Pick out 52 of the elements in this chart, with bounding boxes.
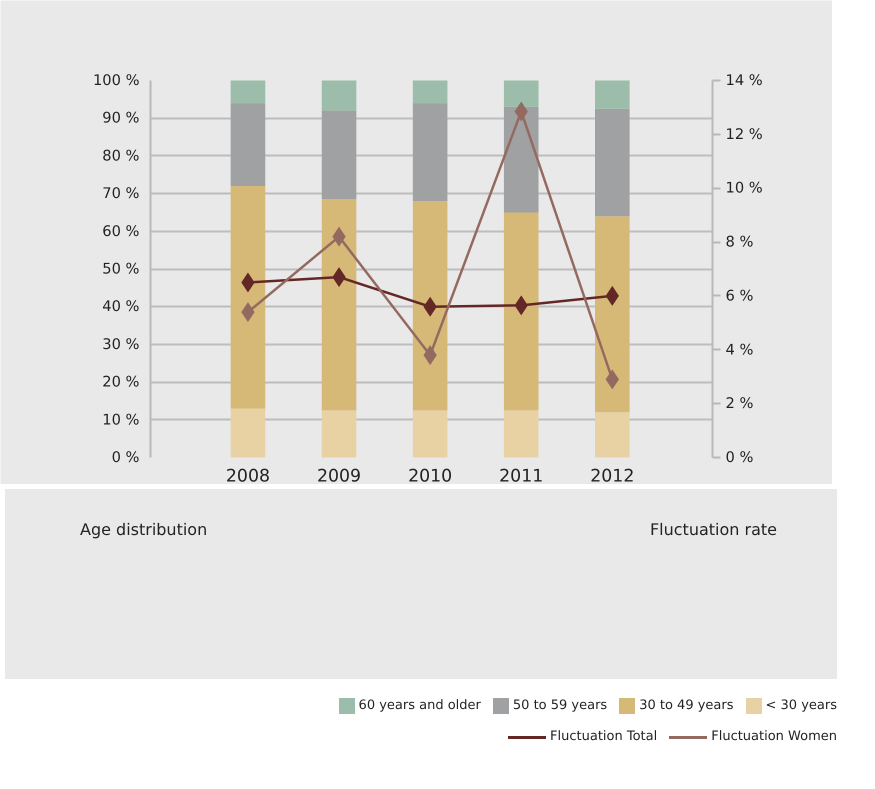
legend-label: 50 to 59 years — [512, 697, 608, 715]
y2-tick-label: 12 % — [726, 126, 763, 143]
y2-tick-label: 6 % — [726, 287, 754, 304]
bar — [230, 103, 266, 186]
x-tick-label: 2012 — [590, 466, 634, 486]
bar — [504, 212, 539, 410]
legend-label: 30 to 49 years — [638, 697, 734, 715]
bar — [504, 106, 539, 212]
bar — [230, 186, 266, 408]
x-tick-label: 2011 — [499, 466, 544, 486]
legend-label: < 30 years — [764, 697, 837, 715]
y-tick-label: 50 % — [102, 260, 140, 278]
y-tick-label: 70 % — [102, 185, 140, 202]
y2-tick-label: 4 % — [726, 341, 754, 358]
y2-tick-label: 2 % — [726, 395, 754, 412]
y-tick-label: 20 % — [102, 374, 140, 391]
y2-tick-label: 8 % — [726, 234, 754, 251]
bar — [412, 201, 448, 410]
bar — [322, 110, 356, 200]
bar — [595, 216, 630, 412]
y-tick-label: 10 % — [102, 411, 140, 428]
bar — [504, 410, 539, 458]
legend-label: Fluctuation Total — [549, 728, 658, 746]
bar — [595, 80, 630, 109]
y-tick-label: 30 % — [102, 336, 140, 353]
legend-label: Fluctuation Women — [710, 728, 837, 746]
y2-axis-title: Fluctuation rate — [650, 519, 777, 541]
y-tick-label: 0 % — [112, 449, 140, 466]
bar — [595, 108, 630, 216]
bar — [504, 80, 539, 107]
y-tick-label: 90 % — [102, 110, 140, 127]
y-tick-label: 60 % — [102, 222, 140, 240]
x-tick-label: 2008 — [226, 466, 270, 486]
y-axis-title: Age distribution — [80, 519, 208, 541]
bar — [230, 408, 266, 458]
bar — [595, 412, 630, 458]
bar — [412, 103, 448, 202]
bar — [322, 80, 356, 111]
y-tick-label: 40 % — [102, 298, 140, 316]
bar — [322, 199, 356, 410]
y-tick-label: 100 % — [92, 72, 140, 89]
x-tick-label: 2009 — [317, 466, 362, 486]
x-tick-label: 2010 — [408, 466, 452, 486]
y2-tick-label: 10 % — [726, 180, 763, 197]
bar — [412, 80, 448, 104]
y2-tick-label: 0 % — [726, 449, 754, 466]
y2-tick-label: 14 % — [726, 72, 763, 89]
bar — [412, 410, 448, 458]
bar — [230, 80, 266, 104]
bar — [322, 410, 356, 458]
legend-label: 60 years and older — [358, 697, 481, 715]
y-tick-label: 80 % — [102, 147, 140, 164]
